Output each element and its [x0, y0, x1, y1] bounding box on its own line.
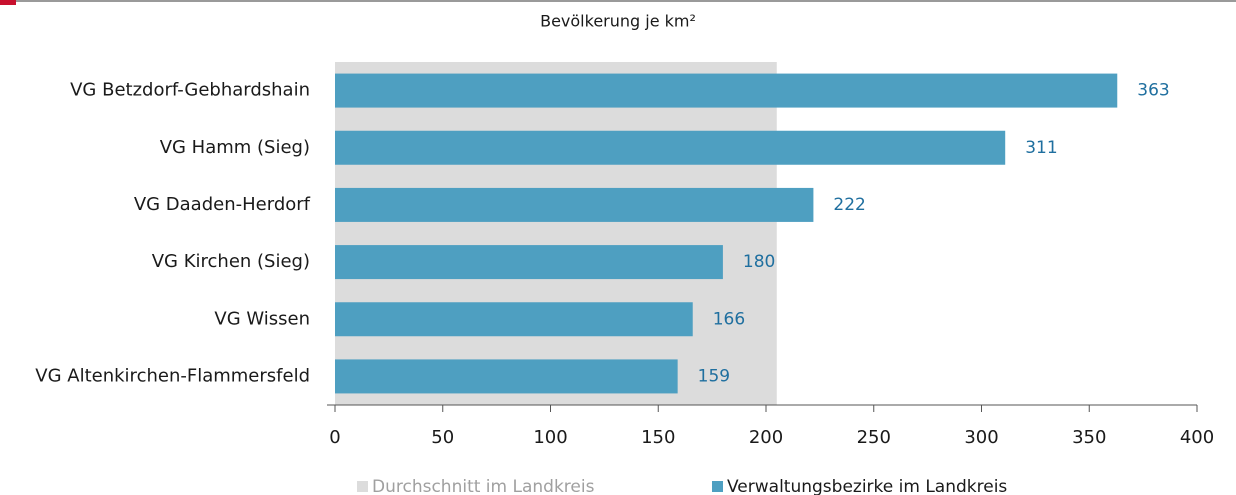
y-tick-label: VG Kirchen (Sieg) — [152, 251, 310, 272]
bar — [335, 187, 814, 222]
x-tick-label: 400 — [1180, 427, 1214, 448]
x-tick-label: 0 — [329, 427, 340, 448]
value-label: 311 — [1025, 138, 1057, 158]
x-tick-label: 100 — [533, 427, 567, 448]
bar — [335, 73, 1118, 108]
legend-swatch — [357, 481, 368, 492]
chart-title: Bevölkerung je km² — [540, 12, 696, 31]
bar — [335, 130, 1006, 165]
legend-swatch — [712, 481, 723, 492]
x-tick-label: 300 — [964, 427, 998, 448]
x-tick-label: 200 — [749, 427, 783, 448]
top-accent — [0, 0, 16, 5]
y-tick-label: VG Daaden-Herdorf — [134, 194, 311, 215]
x-tick-label: 350 — [1072, 427, 1106, 448]
value-label: 166 — [713, 309, 745, 329]
bar — [335, 245, 723, 280]
x-tick-label: 250 — [857, 427, 891, 448]
y-tick-label: VG Altenkirchen-Flammersfeld — [35, 365, 310, 386]
legend-label: Verwaltungsbezirke im Landkreis — [727, 477, 1007, 495]
value-label: 222 — [833, 195, 865, 215]
legend-label: Durchschnitt im Landkreis — [372, 477, 595, 495]
y-tick-label: VG Wissen — [214, 308, 310, 329]
x-tick-label: 50 — [431, 427, 454, 448]
bar — [335, 302, 693, 337]
bar — [335, 359, 678, 394]
top-rule — [0, 0, 1236, 2]
value-label: 159 — [698, 366, 730, 386]
y-tick-label: VG Betzdorf-Gebhardshain — [70, 80, 310, 101]
x-tick-label: 150 — [641, 427, 675, 448]
average-band — [335, 62, 777, 405]
value-label: 363 — [1137, 81, 1169, 101]
y-tick-label: VG Hamm (Sieg) — [160, 137, 310, 158]
value-label: 180 — [743, 252, 775, 272]
